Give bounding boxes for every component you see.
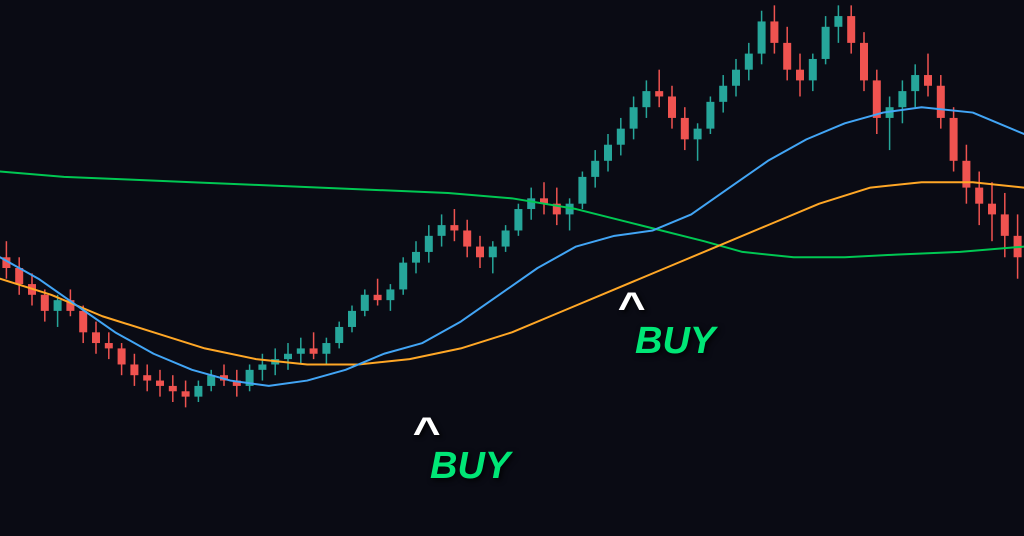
chart-canvas	[0, 0, 1024, 536]
candlestick-chart[interactable]: ^BUY^BUY	[0, 0, 1024, 536]
